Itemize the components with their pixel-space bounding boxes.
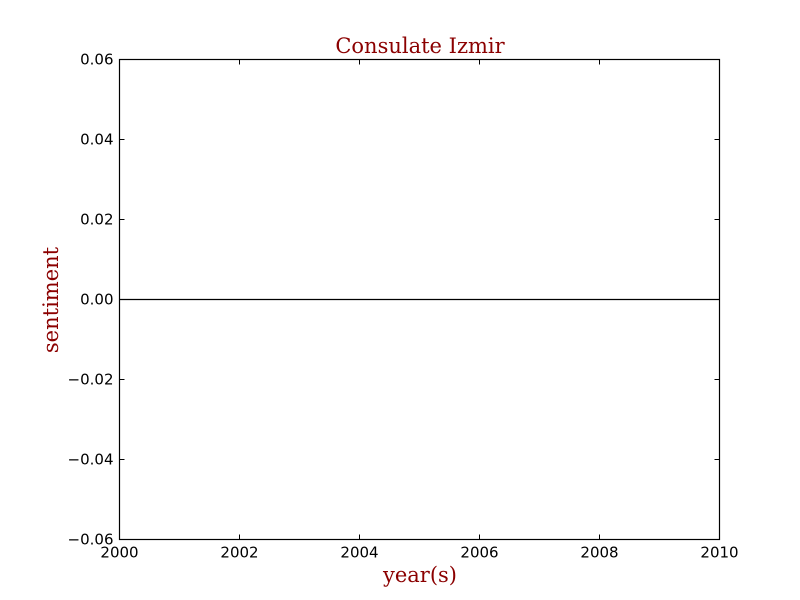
- x-tick-labels: 2000 2002 2004 2006 2008 2010: [100, 544, 738, 562]
- x-tick-label: 2010: [700, 544, 738, 562]
- x-tick-label: 2008: [580, 544, 618, 562]
- x-tick-label: 2002: [220, 544, 258, 562]
- y-tick-labels: −0.06 −0.04 −0.02 0.00 0.02 0.04 0.06: [68, 51, 114, 549]
- y-tick-label: −0.04: [68, 451, 114, 469]
- x-tick-label: 2000: [100, 544, 138, 562]
- y-tick-label: 0.06: [80, 51, 113, 69]
- x-tick-label: 2006: [460, 544, 498, 562]
- y-tick-label: −0.02: [68, 371, 114, 389]
- y-tick-label: 0.04: [80, 131, 113, 149]
- y-tick-label: 0.00: [80, 291, 113, 309]
- chart-title: Consulate Izmir: [335, 34, 505, 58]
- x-tick-label: 2004: [340, 544, 378, 562]
- y-axis-label: sentiment: [39, 246, 63, 353]
- ticks: [119, 59, 720, 540]
- y-tick-label: −0.06: [68, 531, 114, 549]
- y-tick-label: 0.02: [80, 211, 113, 229]
- x-axis-label: year(s): [382, 563, 457, 587]
